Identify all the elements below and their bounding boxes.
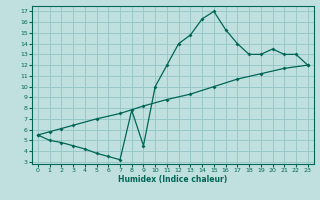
X-axis label: Humidex (Indice chaleur): Humidex (Indice chaleur)	[118, 175, 228, 184]
